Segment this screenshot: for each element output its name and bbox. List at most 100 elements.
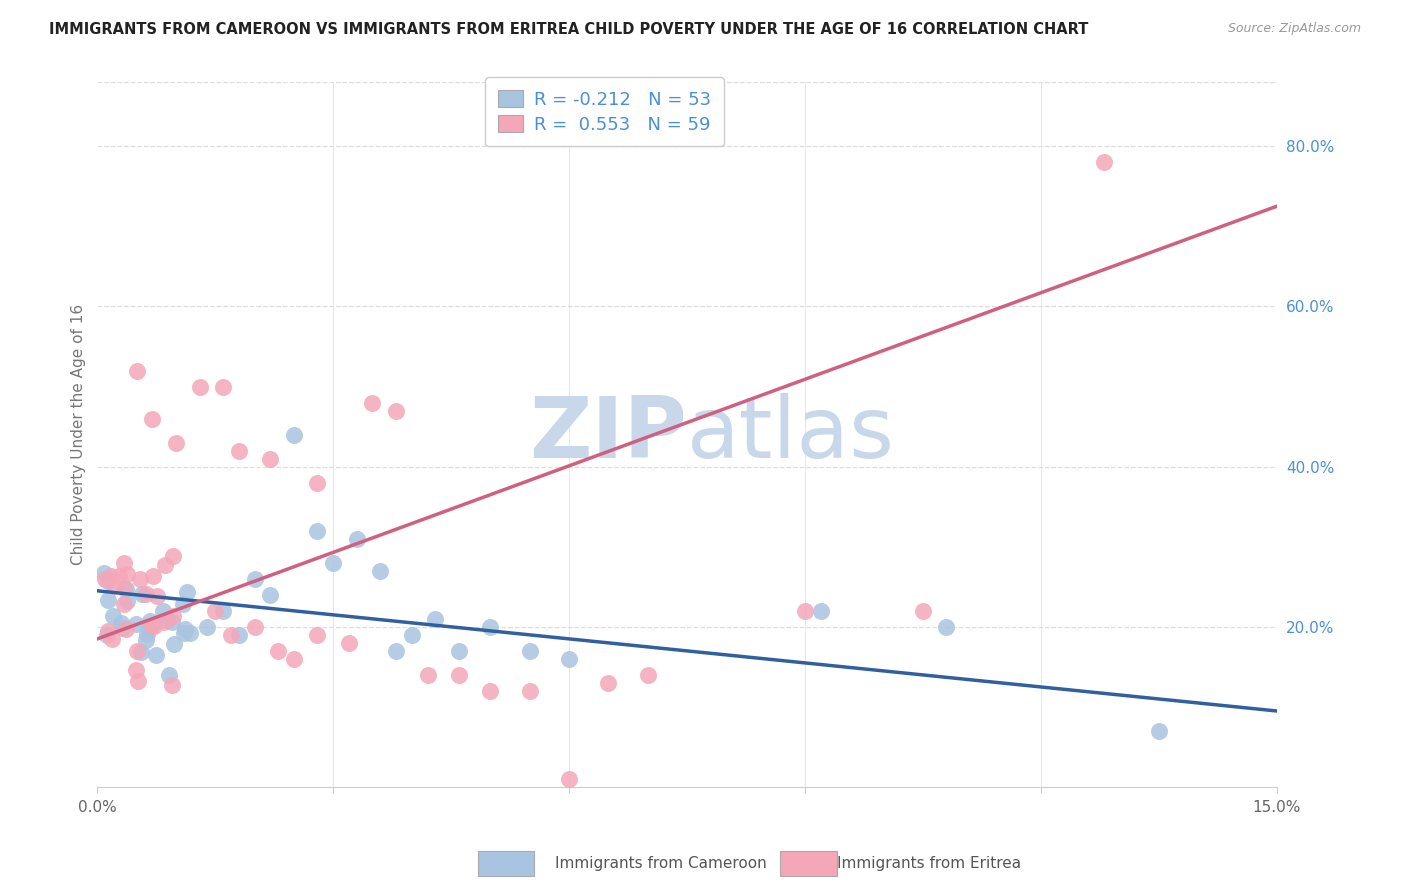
Point [153, 615, 176, 630]
Point [115, 566, 138, 581]
Point [212, 604, 235, 618]
Point [163, 637, 186, 651]
Point [425, 612, 447, 626]
Point [176, 584, 198, 599]
Point [114, 622, 136, 636]
Point [103, 609, 125, 624]
Point [228, 628, 250, 642]
Point [228, 443, 250, 458]
Point [156, 613, 179, 627]
Point [112, 598, 135, 612]
Point [935, 620, 957, 634]
Point [103, 579, 125, 593]
Point [259, 588, 281, 602]
Point [165, 435, 187, 450]
Point [174, 622, 197, 636]
Point [141, 617, 163, 632]
Point [259, 451, 281, 466]
Point [135, 632, 157, 647]
Point [1092, 155, 1115, 169]
Point [162, 549, 184, 563]
Point [112, 581, 135, 595]
Point [152, 604, 174, 618]
Point [172, 597, 194, 611]
Point [160, 678, 183, 692]
Point [96, 628, 118, 642]
Point [370, 564, 392, 578]
Point [100, 569, 122, 583]
Point [139, 615, 162, 629]
Y-axis label: Child Poverty Under the Age of 16: Child Poverty Under the Age of 16 [72, 304, 86, 566]
Point [188, 379, 211, 393]
Point [346, 532, 368, 546]
Point [142, 569, 165, 583]
Point [385, 403, 408, 417]
Text: ZIP: ZIP [529, 393, 688, 476]
Point [111, 621, 134, 635]
Point [179, 626, 201, 640]
Point [361, 395, 384, 409]
Point [100, 632, 122, 647]
Point [307, 475, 329, 490]
Point [97, 593, 120, 607]
Point [145, 648, 167, 662]
Point [138, 621, 160, 635]
Point [127, 673, 149, 688]
Point [322, 556, 344, 570]
Point [243, 620, 266, 634]
Point [637, 668, 659, 682]
Point [135, 627, 157, 641]
Legend: R = -0.212   N = 53, R =  0.553   N = 59: R = -0.212 N = 53, R = 0.553 N = 59 [485, 77, 724, 146]
Point [519, 644, 541, 658]
Text: Immigrants from Cameroon: Immigrants from Cameroon [555, 856, 768, 871]
Point [793, 604, 815, 618]
Point [125, 363, 148, 377]
Point [145, 589, 167, 603]
Point [558, 772, 581, 786]
Point [135, 586, 157, 600]
Point [267, 644, 290, 658]
Point [479, 620, 502, 634]
Text: IMMIGRANTS FROM CAMEROON VS IMMIGRANTS FROM ERITREA CHILD POVERTY UNDER THE AGE : IMMIGRANTS FROM CAMEROON VS IMMIGRANTS F… [49, 22, 1088, 37]
Point [117, 594, 139, 608]
Point [160, 615, 183, 630]
Point [157, 667, 180, 681]
Point [197, 620, 219, 634]
Point [307, 524, 329, 538]
Point [153, 558, 176, 572]
Point [447, 644, 470, 658]
Point [97, 624, 120, 639]
Point [125, 644, 148, 658]
Point [401, 628, 423, 642]
Point [131, 587, 153, 601]
Point [93, 566, 115, 581]
Point [204, 604, 226, 618]
Point [283, 427, 305, 442]
Point [447, 668, 470, 682]
Text: Source: ZipAtlas.com: Source: ZipAtlas.com [1227, 22, 1361, 36]
Point [558, 652, 581, 666]
Point [173, 626, 195, 640]
Point [112, 556, 135, 570]
Point [337, 636, 360, 650]
Text: atlas: atlas [688, 393, 896, 476]
Point [212, 379, 235, 393]
Point [810, 604, 832, 618]
Point [129, 572, 152, 586]
Point [143, 619, 166, 633]
Point [108, 568, 131, 582]
Point [416, 668, 439, 682]
Point [911, 604, 934, 618]
Point [385, 644, 408, 658]
Point [139, 620, 162, 634]
Point [598, 676, 620, 690]
Point [519, 684, 541, 698]
Point [97, 574, 120, 588]
Point [94, 572, 117, 586]
Point [307, 628, 329, 642]
Point [479, 684, 502, 698]
Point [110, 616, 132, 631]
Point [125, 663, 148, 677]
Point [141, 411, 163, 425]
Point [125, 617, 148, 632]
